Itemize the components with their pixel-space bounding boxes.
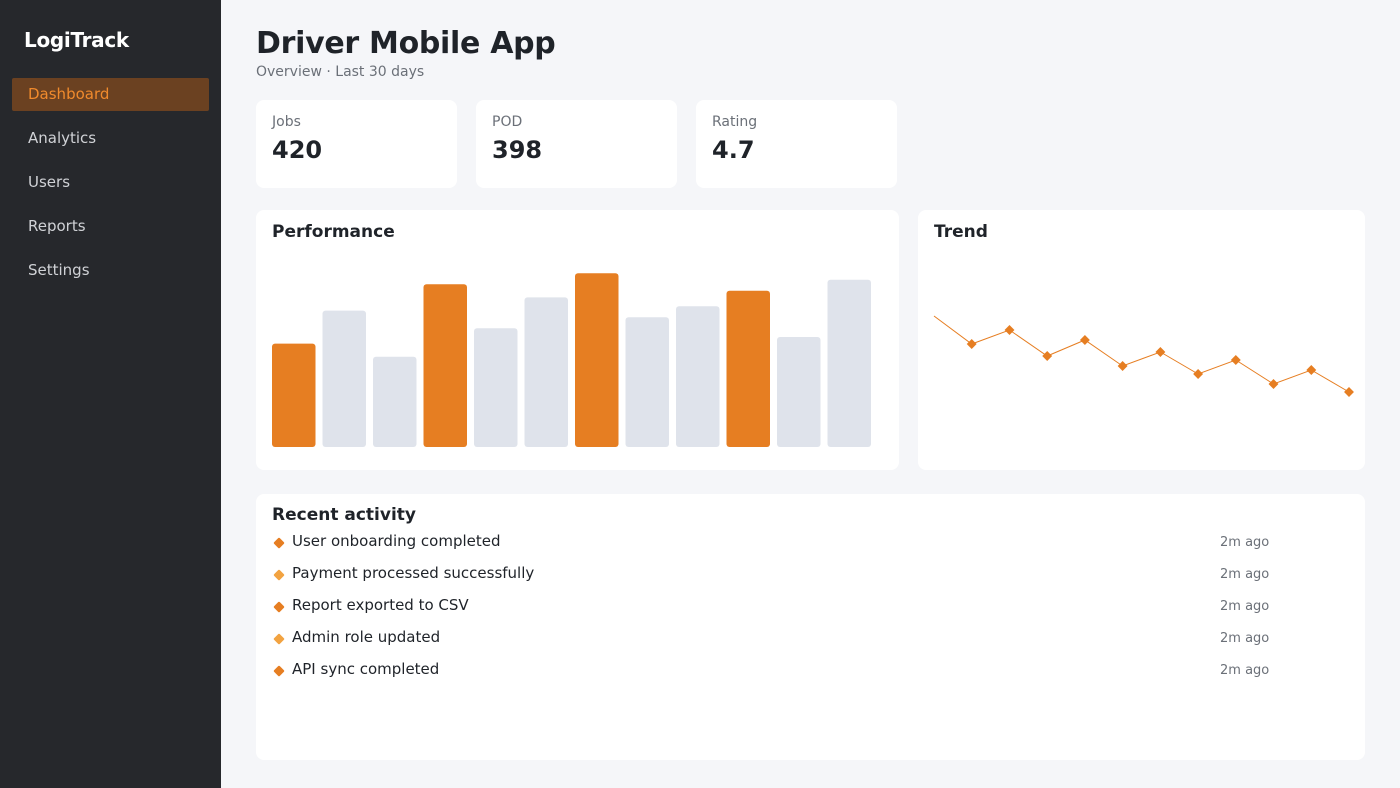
bar-12 [827,279,871,447]
recent-activity-card: Recent activity User onboarding complete… [256,494,1365,760]
trend-title: Trend [934,222,988,242]
stat-value: 4.7 [712,136,755,164]
bar-1 [272,343,316,447]
activity-text: Report exported to CSV [292,596,469,614]
activity-time: 2m ago [1220,631,1270,646]
list-item[interactable]: Payment processed successfully 2m ago [272,562,1349,594]
diamond-icon [273,633,285,645]
sidebar-item-settings[interactable]: Settings [28,261,90,279]
trend-point-6 [1117,361,1128,371]
bar-2 [322,310,366,447]
trend-point-10 [1268,379,1279,389]
trend-point-5 [1079,335,1090,345]
list-item[interactable]: Report exported to CSV 2m ago [272,594,1349,626]
sidebar-item-users[interactable]: Users [28,173,71,191]
activity-list: User onboarding completed 2m ago Payment… [272,530,1349,690]
trend-point-12 [1344,387,1354,397]
stat-card-pod: POD 398 [476,100,677,188]
sidebar-item-reports[interactable]: Reports [28,217,86,235]
page-subtitle: Overview · Last 30 days [256,64,425,80]
list-item[interactable]: Admin role updated 2m ago [272,626,1349,658]
list-item[interactable]: API sync completed 2m ago [272,658,1349,690]
diamond-icon [273,569,285,581]
activity-text: User onboarding completed [292,532,501,550]
trend-point-9 [1230,355,1241,365]
activity-time: 2m ago [1220,599,1270,614]
stat-label: Jobs [272,114,301,130]
trend-point-8 [1193,369,1204,379]
bar-7 [575,273,619,447]
activity-text: Admin role updated [292,628,441,646]
app-logo[interactable]: LogiTrack [24,28,129,52]
trend-line [933,315,1350,393]
stat-value: 420 [272,136,323,164]
sidebar-item-dashboard[interactable]: Dashboard [12,78,209,111]
activity-time: 2m ago [1220,663,1270,678]
stat-card-rating: Rating 4.7 [696,100,897,188]
trend-point-2 [966,339,977,349]
sidebar-item-analytics[interactable]: Analytics [28,129,97,147]
trend-point-11 [1306,365,1317,375]
sidebar: LogiTrack Dashboard Analytics Users Repo… [0,0,221,788]
activity-text: Payment processed successfully [292,564,535,582]
diamond-icon [273,537,285,549]
trend-point-4 [1042,351,1053,361]
bar-11 [777,337,821,447]
performance-title: Performance [272,222,395,242]
stat-card-jobs: Jobs 420 [256,100,457,188]
performance-card: Performance [256,210,899,470]
bar-9 [676,306,720,447]
bar-4 [423,284,467,447]
list-item[interactable]: User onboarding completed 2m ago [272,530,1349,562]
activity-time: 2m ago [1220,535,1270,550]
trend-point-3 [1004,325,1015,335]
page-title: Driver Mobile App [256,26,556,61]
bar-10 [726,290,770,447]
bar-6 [524,297,568,447]
recent-activity-title: Recent activity [272,505,416,525]
diamond-icon [273,601,285,613]
bar-8 [625,317,669,447]
sidebar-nav: Dashboard Analytics Users Reports Settin… [12,78,209,298]
diamond-icon [273,665,285,677]
performance-bar-chart [272,273,871,447]
main-content: Driver Mobile App Overview · Last 30 day… [221,0,1400,788]
activity-time: 2m ago [1220,567,1270,582]
trend-point-7 [1155,347,1166,357]
trend-card: Trend [918,210,1365,470]
bar-3 [373,356,417,447]
activity-text: API sync completed [292,660,440,678]
bar-5 [474,328,518,447]
stat-value: 398 [492,136,543,164]
trend-line-chart [933,315,1354,397]
stat-label: POD [492,114,523,130]
stat-label: Rating [712,114,758,130]
